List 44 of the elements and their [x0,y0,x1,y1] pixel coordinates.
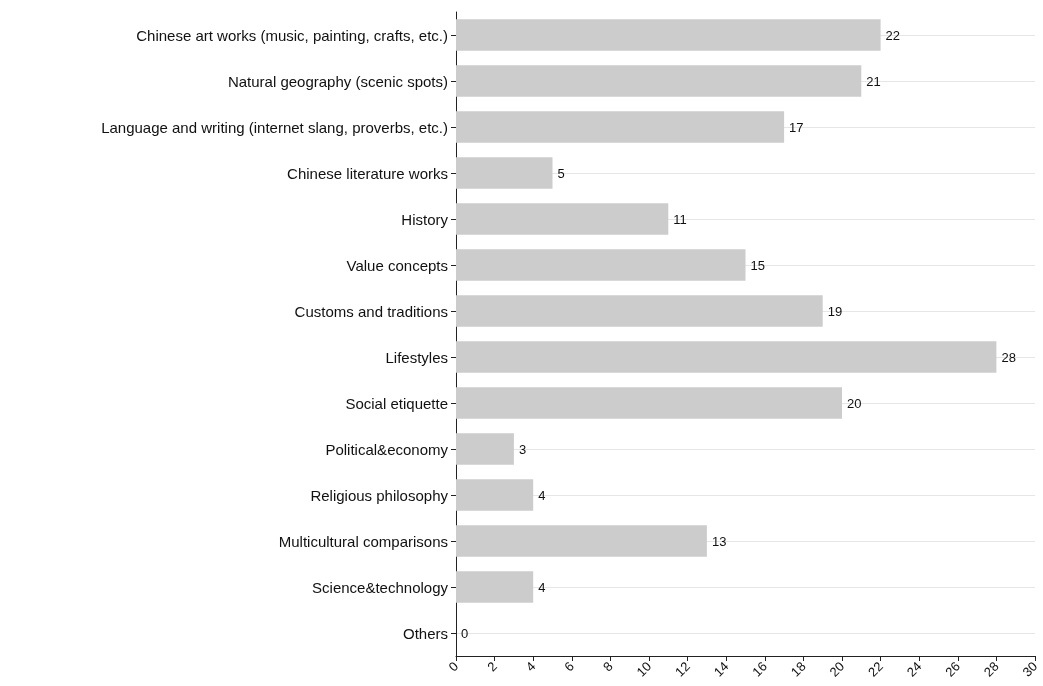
y-tick-label: Multicultural comparisons [278,532,448,550]
x-tick-label: 2 [484,658,500,675]
x-tick-label: 12 [672,658,693,680]
data-label: 4 [538,579,546,595]
x-tick-label: 0 [445,658,462,675]
x-tick-label: 28 [980,658,1002,680]
data-label: 0 [461,625,469,641]
data-label: 3 [518,441,527,457]
y-tick-label: Science&technology [312,578,449,596]
data-label: 13 [711,533,727,549]
x-tick-label: 20 [826,658,848,680]
x-tick-label: 16 [749,658,771,680]
data-label: 20 [847,395,862,411]
data-label: 21 [866,73,881,89]
y-tick-label: Religious philosophy [310,486,449,504]
data-label: 22 [885,27,901,43]
y-tick-label: Social etiquette [345,394,448,412]
data-label: 19 [827,303,843,319]
x-tick-label: 14 [710,658,732,680]
y-tick-label: Lifestyles [385,348,448,366]
x-tick-label: 10 [633,658,655,680]
x-tick-label: 24 [903,658,925,680]
x-tick-label: 8 [599,658,616,675]
x-tick-label: 30 [1019,658,1041,680]
x-tick-label: 6 [561,658,578,675]
x-tick-label: 4 [522,658,539,675]
y-tick-label: Others [402,624,448,642]
y-tick-label: Language and writing (internet slang, proverbs, etc.) [101,118,448,136]
y-tick-label: Value concepts [346,256,448,274]
y-tick-label: Chinese art works (music, painting, crafts, etc.) [136,26,448,44]
x-tick-label: 26 [942,658,964,680]
y-tick-label: Natural geography (scenic spots) [227,72,448,90]
data-label: 4 [538,487,546,503]
y-tick-label: Customs and traditions [294,302,448,320]
y-tick-label: History [401,210,449,228]
data-label: 17 [789,119,804,135]
x-tick-label: 18 [787,658,809,680]
data-label: 5 [557,165,565,181]
y-tick-label: Political&economy [325,440,449,458]
y-tick-label: Chinese literature works [287,164,448,182]
x-tick-label: 22 [865,658,886,680]
data-label: 15 [750,257,765,273]
data-label: 11 [673,211,687,227]
data-label: 28 [1001,349,1016,365]
